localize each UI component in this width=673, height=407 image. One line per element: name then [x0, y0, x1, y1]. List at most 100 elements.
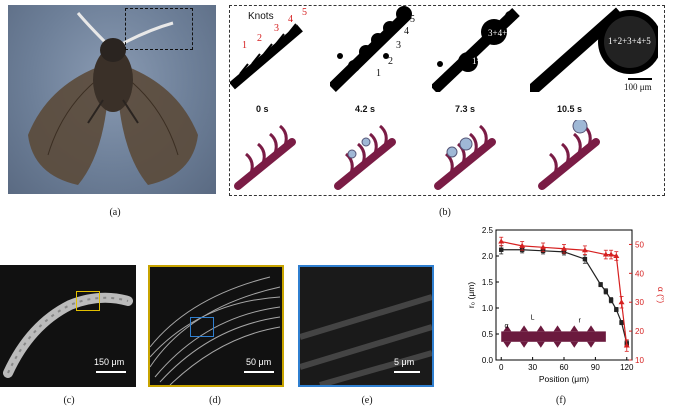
y-right-tick-label: 30	[635, 298, 644, 307]
inset-knot	[553, 325, 562, 332]
y-left-tick-label: 2.0	[482, 252, 494, 261]
knot-number-4: 4	[288, 14, 293, 25]
inset-knot	[536, 325, 545, 332]
sem-image-c: 150 μm	[0, 265, 136, 387]
y-right-tick-label: 10	[635, 356, 644, 365]
scale-bar-label-b: 100 μm	[624, 82, 652, 92]
panel-label-b: (b)	[439, 207, 451, 218]
scale-bar-d	[244, 371, 274, 373]
chart-f: α L r 0 30 60 90 120 0.0 0.5 1.0 1.5 2.0 2.5 10 20 30 40 5…	[466, 226, 666, 384]
schematic-4	[538, 120, 600, 190]
inset-fiber	[501, 331, 606, 342]
x-tick-label: 90	[591, 363, 600, 372]
time-0s: 0 s	[256, 104, 269, 114]
knots-label: Knots	[248, 11, 274, 22]
knot-number-1: 1	[242, 40, 247, 51]
frame-4-2s: 5 4 3 2 1	[330, 6, 420, 92]
inset-knot	[520, 325, 529, 332]
data-point-red	[623, 342, 630, 348]
schematic-row	[234, 120, 600, 190]
data-point-black	[608, 298, 614, 303]
frame-0s: Knots 1 2 3 4 5	[230, 6, 320, 92]
data-point-black	[619, 320, 624, 325]
data-point-black	[603, 289, 609, 294]
y-right-tick-label: 20	[635, 327, 644, 336]
frame-7-3s: 3+4+5 1+2	[432, 6, 522, 92]
series-line-black	[501, 249, 628, 344]
y-left-tick-label: 2.5	[482, 226, 494, 235]
y-left-tick-label: 1.5	[482, 278, 494, 287]
data-point-red	[581, 247, 588, 253]
sem-image-d: 50 μm	[148, 265, 284, 387]
frame2-label-5: 5	[410, 14, 415, 25]
data-point-red	[561, 245, 567, 251]
inset-label-L: L	[531, 314, 535, 321]
panel-label-f: (f)	[556, 395, 566, 406]
series-line-red	[501, 240, 628, 346]
y-left-tick-label: 0.0	[482, 356, 494, 365]
scale-bar-c	[96, 371, 126, 373]
inset-knot	[503, 341, 512, 348]
data-point-red	[519, 242, 526, 248]
y-left-tick-label: 1.0	[482, 304, 494, 313]
schematic-3	[434, 124, 496, 190]
x-axis-label: Position (μm)	[539, 374, 589, 384]
zoom-region-box	[125, 8, 193, 50]
inset-knot	[553, 341, 562, 348]
x-tick-label: 120	[620, 363, 634, 372]
knot-number-3: 3	[274, 23, 279, 34]
frame4-label-merged: 1+2+3+4+5	[608, 36, 651, 46]
schematic-2	[334, 124, 396, 190]
inset-knot	[570, 341, 579, 348]
knot-number-2: 2	[257, 33, 262, 44]
panel-label-a: (a)	[109, 207, 121, 218]
frame3-label-345: 3+4+5	[488, 28, 512, 38]
y-right-tick-label: 50	[635, 240, 644, 249]
time-10-5s: 10.5 s	[557, 104, 583, 114]
time-7-3s: 7.3 s	[455, 104, 476, 114]
y-left-axis-label: r₀ (μm)	[466, 282, 476, 309]
moth-photo	[8, 5, 216, 194]
panel-b-frame	[229, 5, 665, 196]
frame2-label-4: 4	[404, 26, 409, 37]
data-point-red	[613, 253, 620, 258]
x-tick-label: 30	[528, 363, 537, 372]
data-point-black	[598, 282, 603, 287]
inset-knot	[536, 341, 545, 348]
inset-knot	[503, 325, 512, 332]
data-point-black	[614, 307, 619, 312]
inset-label-r: r	[579, 318, 582, 325]
scale-bar-label-c: 150 μm	[94, 357, 125, 367]
scale-bar-label-e: 5 μm	[394, 357, 415, 367]
x-tick-label: 60	[560, 363, 569, 372]
data-point-red	[602, 251, 609, 257]
frame2-label-2: 2	[388, 56, 393, 67]
frame3-label-12: 1+2	[472, 56, 487, 66]
inset-knot	[587, 341, 596, 348]
panel-label-d: (d)	[209, 395, 221, 406]
y-right-tick-label: 40	[635, 269, 644, 278]
inset-label-alpha: α	[504, 323, 508, 330]
time-4-2s: 4.2 s	[355, 104, 376, 114]
inset-knot	[587, 325, 596, 332]
data-point-black	[582, 256, 588, 262]
zoom-box-blue	[190, 317, 214, 337]
data-point-red	[608, 251, 615, 257]
frame2-label-3: 3	[396, 40, 401, 51]
data-point-red	[618, 299, 625, 305]
x-tick-label: 0	[499, 363, 504, 372]
y-right-axis-label: α (°)	[656, 287, 666, 304]
scale-bar-100um	[628, 78, 652, 80]
knot-number-5: 5	[302, 7, 307, 18]
scale-bar-label-d: 50 μm	[246, 357, 272, 367]
moth-illustration	[28, 12, 198, 185]
data-point-red	[498, 238, 505, 244]
y-left-tick-label: 0.5	[482, 330, 494, 339]
schematic-1	[234, 124, 296, 190]
sem-image-e: 5 μm	[298, 265, 434, 387]
zoom-box-yellow	[76, 291, 100, 311]
scale-bar-e	[394, 371, 420, 373]
data-point-black	[499, 247, 504, 252]
inset-knot	[570, 325, 579, 332]
frame-10-5s: 1+2+3+4+5 100 μm	[530, 6, 658, 92]
